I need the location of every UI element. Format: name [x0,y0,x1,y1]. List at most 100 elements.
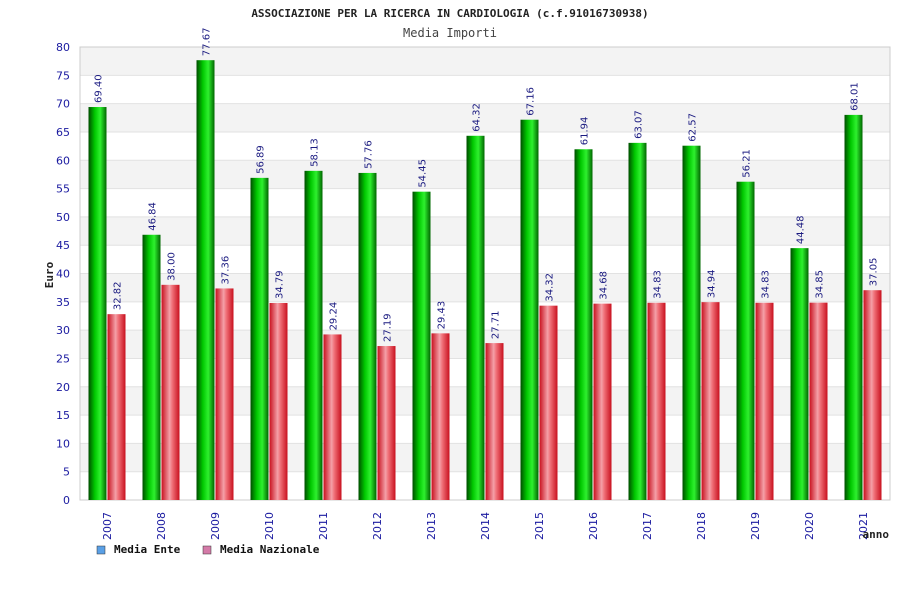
y-tick-label: 60 [56,154,70,167]
y-tick-label: 5 [63,466,70,479]
data-label: 57.76 [364,140,375,169]
grid-band [80,160,890,189]
bar-media-nazionale-2008 [161,284,180,500]
data-label: 46.84 [148,202,159,231]
legend-swatch-media-ente [96,545,106,555]
data-label: 34.68 [599,271,610,300]
y-tick-label: 30 [56,324,70,337]
data-label: 34.85 [815,270,826,299]
x-tick-label: 2018 [695,512,708,540]
data-label: 34.79 [275,270,286,299]
y-tick-label: 15 [56,409,70,422]
bar-media-ente-2013 [412,191,431,500]
bar-media-nazionale-2009 [215,288,234,500]
y-axis-label: Euro [43,261,56,288]
x-axis: 2007 2008 2009 2010 2011 2012 2013 2014 2015 2016… [101,512,870,540]
y-tick-label: 25 [56,352,70,365]
bar-media-nazionale-2017 [647,302,666,500]
y-tick-label: 40 [56,268,70,281]
x-tick-label: 2008 [155,512,168,540]
data-label: 68.01 [850,82,861,111]
bar-media-nazionale-2020 [809,302,828,500]
bar-media-ente-2011 [304,170,323,501]
grid-band [80,471,890,500]
y-tick-label: 65 [56,126,70,139]
legend-label-media-nazionale: Media Nazionale [220,543,320,556]
bar-media-nazionale-2019 [755,302,774,500]
x-tick-label: 2015 [533,512,546,540]
x-tick-label: 2020 [803,512,816,540]
x-tick-label: 2010 [263,512,276,540]
y-tick-label: 45 [56,239,70,252]
data-label: 38.00 [167,252,178,281]
grid-band [80,75,890,104]
grid-band [80,443,890,472]
plot-frame [79,46,891,501]
bar-media-ente-2012 [358,172,377,500]
data-label: 58.13 [310,138,321,167]
grid-band [80,273,890,302]
chart-subtitle: Media Importi [403,26,497,40]
grid-band [80,47,890,76]
bar-media-ente-2021 [844,114,863,500]
data-label: 61.94 [580,117,591,146]
bar-media-ente-2019 [736,181,755,500]
x-tick-label: 2013 [425,512,438,540]
data-label: 44.48 [796,215,807,244]
data-label: 62.57 [688,113,699,142]
data-label: 67.16 [526,87,537,116]
x-axis-label: anno [863,528,890,541]
bar-media-ente-2016 [574,149,593,500]
bar-media-ente-2018 [682,145,701,500]
y-tick-label: 10 [56,437,70,450]
data-label: 27.19 [383,313,394,342]
data-label: 37.05 [869,258,880,287]
data-label: 64.32 [472,103,483,132]
grid-band [80,415,890,444]
y-axis: 0 5 10 15 20 25 30 35 40 45 50 55 60 65 70 75 80 [56,41,70,507]
y-tick-label: 0 [63,494,70,507]
data-label: 69.40 [94,74,105,103]
bar-media-nazionale-2013 [431,333,450,500]
y-tick-label: 50 [56,211,70,224]
data-label: 77.67 [202,28,213,57]
data-label: 34.83 [761,270,772,299]
data-label: 56.21 [742,149,753,178]
grid-band [80,131,890,161]
x-tick-label: 2017 [641,512,654,540]
y-tick-label: 75 [56,69,70,82]
bar-media-nazionale-2015 [539,305,558,500]
bar-media-nazionale-2018 [701,302,720,500]
bar-media-ente-2017 [628,142,647,500]
bar-media-nazionale-2010 [269,303,288,500]
data-label: 27.71 [491,310,502,339]
y-tick-label: 70 [56,98,70,111]
grid-band [80,330,890,359]
bar-media-nazionale-2012 [377,346,396,500]
data-label: 29.43 [437,301,448,330]
data-label: 29.24 [329,302,340,331]
data-label: 34.83 [653,270,664,299]
data-label: 32.82 [113,282,124,311]
chart-title: ASSOCIAZIONE PER LA RICERCA IN CARDIOLOG… [251,7,648,20]
x-tick-label: 2009 [209,512,222,540]
bar-media-nazionale-2016 [593,303,612,500]
plot-background [79,46,891,501]
x-tick-label: 2014 [479,512,492,540]
grid-band [80,188,890,217]
data-label: 37.36 [221,256,232,285]
legend: Media Ente Media Nazionale [96,543,320,556]
grid-band [80,245,890,274]
data-label: 34.32 [545,273,556,302]
grid-band [80,301,890,331]
x-tick-label: 2019 [749,512,762,540]
data-label: 56.89 [256,145,267,174]
y-tick-label: 55 [56,183,70,196]
grid-band [80,386,890,416]
x-tick-label: 2021 [857,512,870,540]
x-tick-label: 2016 [587,512,600,540]
bar-media-ente-2008 [142,234,161,500]
x-tick-label: 2012 [371,512,384,540]
grid-band [80,216,890,246]
